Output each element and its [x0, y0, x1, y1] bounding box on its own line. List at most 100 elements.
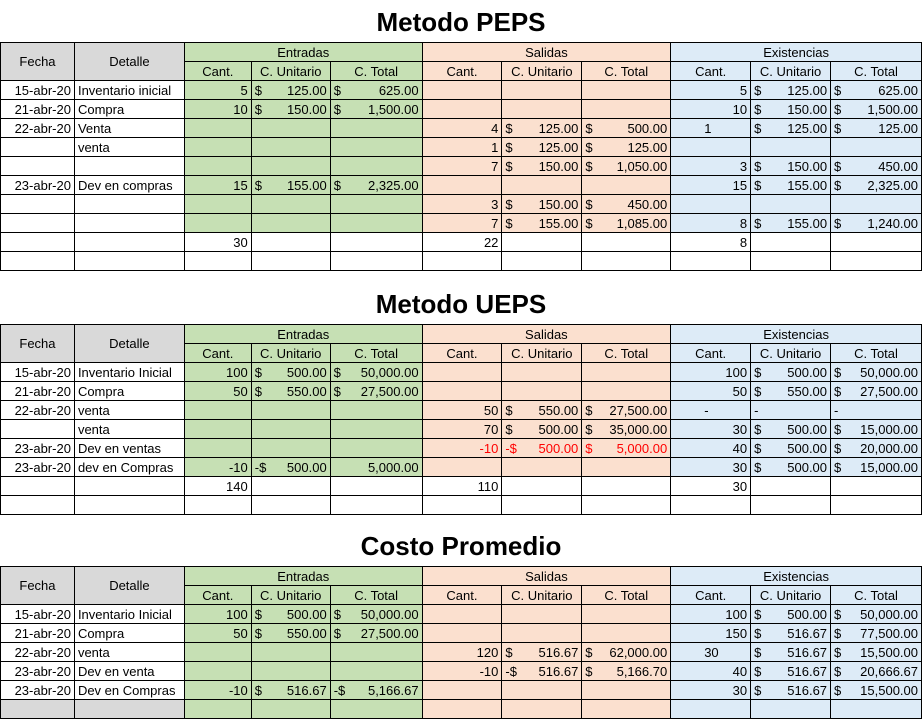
subheader-cant: Cant.	[670, 585, 752, 605]
subheader-ctotal: C. Total	[581, 343, 672, 363]
total-salidas: 110	[421, 476, 503, 496]
header-salidas: Salidas	[421, 324, 672, 344]
money-cell: $155.00	[250, 175, 331, 195]
money-cell: -$ 5,166.67	[329, 680, 423, 700]
detalle-cell: Dev en venta	[73, 661, 185, 681]
money-cell	[581, 80, 672, 100]
existencia-cant-cell: 8	[670, 213, 752, 233]
detalle-cell: Dev en ventas	[73, 438, 185, 458]
salida-cant-cell	[421, 381, 503, 401]
fecha-cell	[0, 156, 75, 176]
money-cell: $27,500.00	[329, 381, 423, 401]
header-detalle: Detalle	[73, 566, 185, 605]
entrada-cant-cell	[183, 194, 252, 214]
existencia-cant-cell: 15	[670, 175, 752, 195]
subheader-cunit: C. Unitario	[250, 585, 331, 605]
money-cell	[329, 118, 423, 138]
table-row: 15-abr-20 Inventario Inicial 100 $500.00 $50…	[0, 604, 922, 624]
peps-table: Fecha Detalle Entradas Salidas Existencias Ca…	[0, 42, 922, 271]
money-cell: $450.00	[830, 156, 922, 176]
header-entradas: Entradas	[183, 566, 423, 586]
subheader-cunit: C. Unitario	[250, 61, 331, 81]
subheader-cunit: C. Unitario	[750, 585, 832, 605]
money-cell	[501, 362, 583, 382]
money-cell	[329, 137, 423, 157]
money-cell: $516.67	[501, 642, 583, 662]
subheader-cunit: C. Unitario	[501, 61, 583, 81]
table-row: 23-abr-20 Dev en venta -10 -$ 516.67 $5,166.7…	[0, 661, 922, 681]
money-cell: $125.00	[750, 80, 832, 100]
money-cell: $450.00	[581, 194, 672, 214]
table-row: 22-abr-20 venta 50 $550.00 $27,500.00- - -	[0, 400, 922, 420]
subheader-cant: Cant.	[421, 343, 503, 363]
money-cell: $500.00	[501, 419, 583, 439]
existencia-cant-cell: 100	[670, 604, 752, 624]
detalle-cell: Venta	[73, 118, 185, 138]
detalle-cell: venta	[73, 642, 185, 662]
money-cell: $500.00	[750, 419, 832, 439]
money-cell: $1,050.00	[581, 156, 672, 176]
money-cell	[501, 381, 583, 401]
subheader-cunit: C. Unitario	[501, 585, 583, 605]
detalle-cell: Inventario Inicial	[73, 604, 185, 624]
header-existencias: Existencias	[670, 42, 922, 62]
money-cell: $625.00	[830, 80, 922, 100]
money-cell	[329, 661, 423, 681]
money-cell: $5,000.00	[581, 438, 672, 458]
fecha-cell: 15-abr-20	[0, 362, 75, 382]
table-row: 7 $150.00 $1,050.00 3 $150.00 $450.00	[0, 156, 922, 176]
money-cell	[250, 661, 331, 681]
money-cell	[501, 604, 583, 624]
salida-cant-cell	[421, 680, 503, 700]
salida-cant-cell: 7	[421, 213, 503, 233]
money-cell: $125.00	[750, 118, 832, 138]
money-cell: -	[830, 400, 922, 420]
existencia-cant-cell: 30	[670, 419, 752, 439]
money-cell	[329, 194, 423, 214]
table-row: 21-abr-20 Compra 50 $550.00 $27,500.00 150 $51…	[0, 623, 922, 643]
salida-cant-cell: 70	[421, 419, 503, 439]
entrada-cant-cell	[183, 156, 252, 176]
money-cell	[581, 362, 672, 382]
existencia-cant-cell: -	[670, 400, 752, 420]
subheader-ctotal: C. Total	[830, 585, 922, 605]
totals-row: 140 110 30	[0, 476, 922, 496]
fecha-cell	[0, 194, 75, 214]
subheader-ctotal: C. Total	[830, 61, 922, 81]
money-cell: $625.00	[329, 80, 423, 100]
entrada-cant-cell	[183, 213, 252, 233]
header-entradas: Entradas	[183, 42, 423, 62]
money-cell	[329, 156, 423, 176]
subheader-cunit: C. Unitario	[750, 343, 832, 363]
subheader-ctotal: C. Total	[581, 61, 672, 81]
totals-row: 30 22 8	[0, 232, 922, 252]
entrada-cant-cell: 50	[183, 381, 252, 401]
money-cell: $125.00	[830, 118, 922, 138]
table-row: venta 70 $500.00 $35,000.00 30 $500.00 $15,000…	[0, 419, 922, 439]
money-cell: $550.00	[250, 623, 331, 643]
table-row: venta 1 $125.00 $125.00	[0, 137, 922, 157]
salida-cant-cell	[421, 80, 503, 100]
money-cell	[250, 419, 331, 439]
detalle-cell: venta	[73, 137, 185, 157]
fecha-cell: 23-abr-20	[0, 175, 75, 195]
salida-cant-cell	[421, 457, 503, 477]
header-detalle: Detalle	[73, 324, 185, 363]
fecha-cell: 15-abr-20	[0, 604, 75, 624]
fecha-cell: 22-abr-20	[0, 118, 75, 138]
fecha-cell: 23-abr-20	[0, 661, 75, 681]
salida-cant-cell	[421, 362, 503, 382]
money-cell: $125.00	[250, 80, 331, 100]
subheader-cant: Cant.	[421, 585, 503, 605]
subheader-ctotal: C. Total	[329, 61, 423, 81]
money-cell	[250, 213, 331, 233]
money-cell: $15,500.00	[830, 680, 922, 700]
money-cell	[581, 604, 672, 624]
money-cell: $1,500.00	[830, 99, 922, 119]
detalle-cell: Dev en Compras	[73, 680, 185, 700]
fecha-cell	[0, 137, 75, 157]
money-cell: $550.00	[250, 381, 331, 401]
money-cell	[501, 175, 583, 195]
money-cell	[501, 680, 583, 700]
subheader-ctotal: C. Total	[581, 585, 672, 605]
